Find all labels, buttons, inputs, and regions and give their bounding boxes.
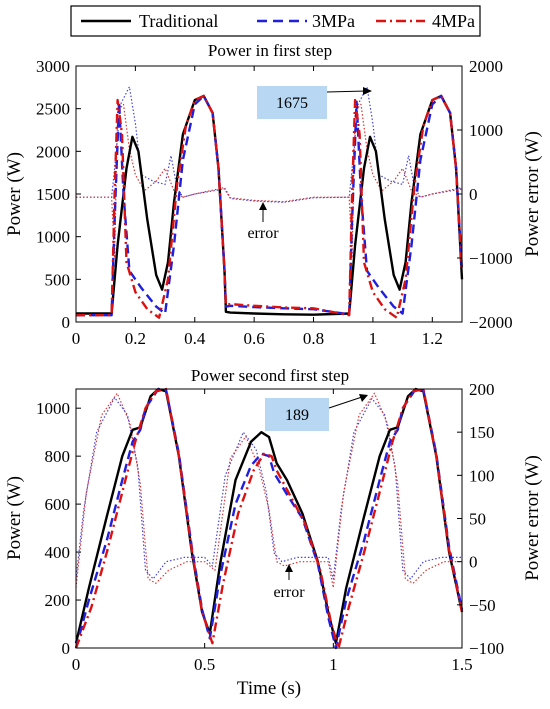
chart-bottom-series-3mpa-error (75, 397, 462, 580)
chart-bottom-y2tick-label: 100 (469, 466, 495, 485)
chart-top-ytick-label: 2000 (36, 142, 70, 161)
chart-bottom-ytick-label: 200 (45, 591, 71, 610)
chart-bottom-ylabel: Power (W) (4, 476, 25, 560)
chart-top-error-text: error (247, 225, 279, 242)
chart-bottom-xlabel: Time (s) (237, 678, 301, 699)
chart-bottom-callout-text: 189 (285, 407, 309, 424)
chart-top: Power in first step 0 0.2 0.4 0.6 0.8 1 1.2 0 50… (4, 41, 543, 348)
chart-bottom-series-4mpa (74, 387, 464, 650)
chart-bottom-ytick-label: 800 (45, 447, 71, 466)
chart-bottom-xtick-label: 0.5 (194, 655, 215, 674)
chart-top-series-3mpa (76, 94, 464, 317)
chart-bottom: Power second first step 0 0.5 1 1.5 0 200 400 6… (4, 366, 543, 699)
chart-top-xtick-label: 1.2 (422, 329, 443, 348)
chart-top-ytick-label: 0 (62, 313, 71, 332)
chart-top-callout-text: 1675 (276, 95, 308, 112)
chart-top-series-4mpa (76, 94, 464, 319)
chart-bottom-y2tick-label: −50 (469, 596, 496, 615)
chart-top-title: Power in first step (208, 41, 332, 60)
legend-label-traditional: Traditional (139, 11, 218, 31)
chart-bottom-series-4mpa-error (75, 392, 462, 589)
chart-top-callout-arrow (326, 90, 367, 93)
chart-top-y2tick-label: −2000 (469, 313, 513, 332)
chart-bottom-callout-arrow (328, 396, 363, 409)
chart-bottom-ticks: 0 0.5 1 1.5 0 200 400 600 800 1000 −100 −50 0 50 100 15… (36, 380, 504, 674)
chart-bottom-xtick-label: 0 (72, 655, 81, 674)
chart-top-xtick-label: 0.4 (184, 329, 206, 348)
chart-top-error-arrowhead (259, 202, 267, 210)
chart-bottom-y2tick-label: −100 (469, 639, 504, 658)
chart-bottom-y2tick-label: 200 (469, 380, 495, 399)
chart-bottom-series (74, 387, 464, 650)
chart-bottom-ytick-label: 400 (45, 543, 71, 562)
chart-top-xtick-label: 0 (72, 329, 81, 348)
chart-bottom-xtick-label: 1 (329, 655, 338, 674)
chart-top-ytick-label: 500 (45, 270, 71, 289)
chart-top-callout-arrowhead (363, 87, 372, 95)
chart-top-ytick-label: 1500 (36, 185, 70, 204)
chart-bottom-ytick-label: 0 (62, 639, 71, 658)
chart-top-y2label: Power error (W) (522, 131, 543, 257)
chart-bottom-ytick-label: 600 (45, 495, 71, 514)
chart-top-series-traditional (76, 94, 464, 316)
chart-top-callout-box (257, 86, 327, 119)
legend-label-3mpa: 3MPa (312, 11, 355, 31)
chart-top-ylabel: Power (W) (4, 152, 25, 236)
chart-top-y2tick-label: 2000 (469, 57, 503, 76)
chart-bottom-error-arrowhead (285, 564, 293, 572)
chart-top-ytick-label: 3000 (36, 57, 70, 76)
chart-top-xtick-label: 1 (369, 329, 378, 348)
chart-bottom-xtick-label: 1.5 (451, 655, 472, 674)
chart-top-y2tick-label: 1000 (469, 121, 503, 140)
chart-top-xtick-label: 0.8 (303, 329, 324, 348)
chart-bottom-title: Power second first step (191, 366, 349, 385)
chart-bottom-y2tick-label: 150 (469, 423, 495, 442)
chart-top-y2tick-label: 0 (469, 185, 478, 204)
chart-bottom-y2label: Power error (W) (522, 455, 543, 581)
chart-bottom-error-text: error (273, 584, 305, 601)
chart-bottom-y2tick-label: 50 (469, 510, 486, 529)
legend-label-4mpa: 4MPa (432, 11, 475, 31)
chart-top-series (76, 86, 464, 319)
chart-bottom-ytick-label: 1000 (36, 399, 70, 418)
chart-bottom-callout-box (265, 398, 329, 431)
legend: Traditional 3MPa 4MPa (70, 5, 481, 37)
chart-bottom-y2tick-label: 0 (469, 553, 478, 572)
chart-top-y2tick-label: −1000 (469, 249, 513, 268)
chart-bottom-callout-arrowhead (359, 394, 368, 402)
chart-top-xtick-label: 0.6 (244, 329, 265, 348)
chart-top-xtick-label: 0.2 (125, 329, 146, 348)
chart-top-ytick-label: 2500 (36, 100, 70, 119)
chart-top-ticks: 0 0.2 0.4 0.6 0.8 1 1.2 0 500 1000 1500 2000 2500 300… (36, 57, 513, 348)
chart-top-ytick-label: 1000 (36, 228, 70, 247)
